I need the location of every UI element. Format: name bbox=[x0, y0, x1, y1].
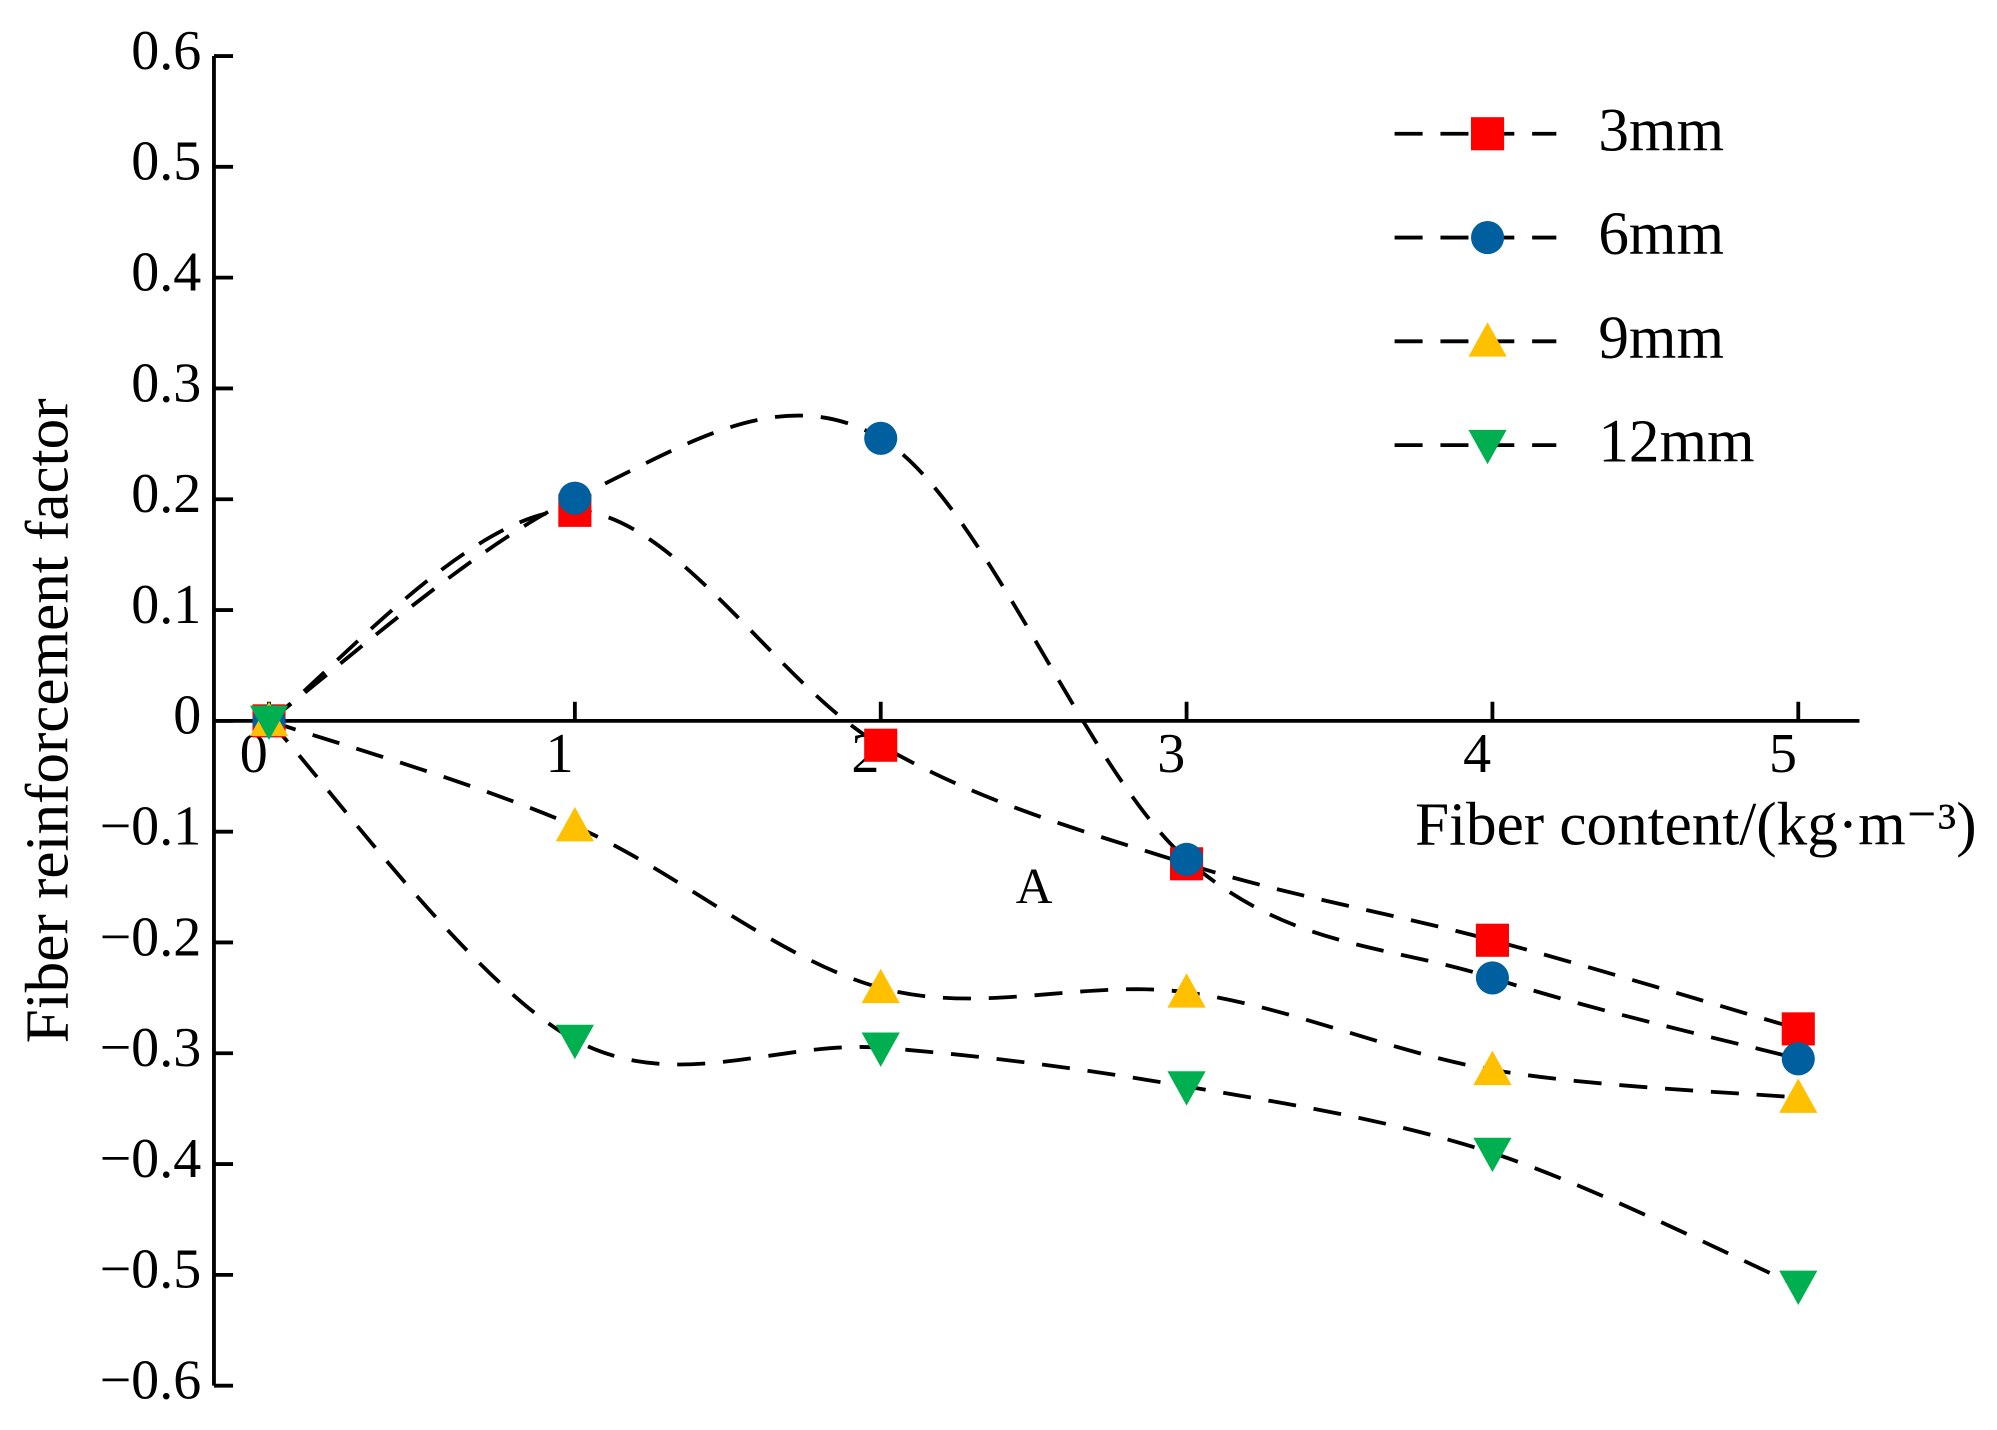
marker bbox=[861, 1032, 900, 1067]
marker bbox=[1781, 1042, 1815, 1076]
y-tick-label: 0.2 bbox=[131, 463, 201, 525]
marker bbox=[1473, 1137, 1512, 1173]
marker bbox=[861, 968, 900, 1004]
marker bbox=[1779, 1270, 1818, 1306]
legend-marker bbox=[1471, 220, 1505, 255]
annotation: A bbox=[1016, 859, 1053, 915]
y-tick-label: −0.1 bbox=[100, 796, 202, 858]
y-tick-label: 0.1 bbox=[131, 574, 201, 636]
marker bbox=[249, 705, 289, 740]
y-tick-label: −0.5 bbox=[100, 1239, 202, 1301]
x-tick-label: 3 bbox=[1157, 723, 1185, 785]
y-tick-label: −0.2 bbox=[100, 906, 202, 968]
legend-label: 9mm bbox=[1598, 305, 1724, 372]
marker bbox=[1475, 923, 1509, 957]
series-line bbox=[268, 719, 1799, 1100]
y-tick-label: −0.3 bbox=[100, 1017, 202, 1079]
series-line bbox=[267, 508, 1799, 1031]
marker bbox=[1473, 1050, 1512, 1086]
legend-marker bbox=[1471, 117, 1505, 151]
legend-label: 3mm bbox=[1598, 97, 1724, 164]
marker bbox=[555, 807, 594, 842]
x-tick-label: 5 bbox=[1769, 723, 1797, 785]
y-tick-label: −0.4 bbox=[100, 1128, 202, 1190]
marker bbox=[1167, 973, 1206, 1008]
marker bbox=[864, 728, 898, 762]
marker bbox=[1167, 1071, 1206, 1106]
x-tick-label: 1 bbox=[546, 723, 574, 785]
legend-label: 12mm bbox=[1598, 409, 1754, 476]
series-line bbox=[267, 719, 1800, 1288]
x-axis-label: Fiber content/(kg·m⁻³) bbox=[1415, 791, 1977, 858]
legend-marker bbox=[1468, 429, 1507, 465]
marker bbox=[1475, 961, 1509, 995]
y-tick-label: 0.6 bbox=[131, 20, 201, 82]
y-axis-label: Fiber reinforcement factor bbox=[15, 398, 82, 1043]
marker bbox=[555, 1024, 594, 1060]
y-tick-label: 0.4 bbox=[131, 242, 201, 304]
x-tick-label: 4 bbox=[1463, 723, 1491, 785]
marker bbox=[558, 481, 592, 515]
marker bbox=[864, 421, 898, 455]
marker bbox=[1779, 1078, 1818, 1113]
y-tick-label: 0.5 bbox=[131, 131, 201, 193]
y-tick-label: −0.6 bbox=[100, 1350, 202, 1412]
marker bbox=[1781, 1012, 1815, 1046]
marker bbox=[1170, 842, 1204, 876]
y-tick-label: 0 bbox=[173, 685, 201, 747]
y-tick-label: 0.3 bbox=[131, 352, 201, 414]
legend-label: 6mm bbox=[1598, 201, 1724, 268]
legend-marker bbox=[1468, 322, 1507, 357]
